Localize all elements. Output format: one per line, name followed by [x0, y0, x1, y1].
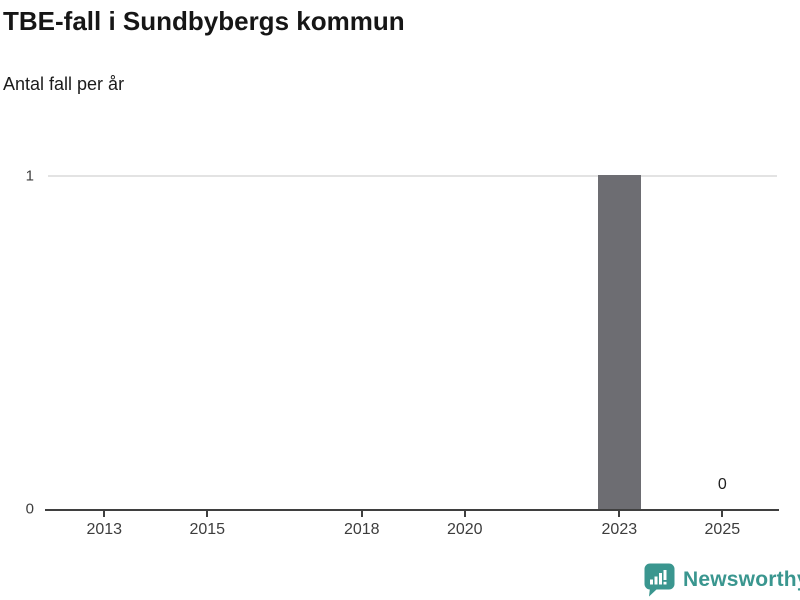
x-axis-tick-label-2020: 2020	[446, 521, 483, 538]
bar-2023	[597, 175, 641, 509]
x-axis-tick-label-2015: 2015	[189, 521, 226, 538]
x-axis-tick-2025	[721, 511, 724, 517]
chart-subtitle: Antal fall per år	[3, 74, 125, 94]
gridline-y1	[48, 175, 777, 177]
x-axis-tick-2023	[618, 511, 621, 517]
x-axis-tick-label-2023: 2023	[601, 521, 638, 538]
newsworthy-logo-icon	[644, 563, 675, 597]
x-axis-tick-label-2013: 2013	[86, 521, 123, 538]
newsworthy-brand-text: Newsworthy	[683, 567, 800, 591]
newsworthy-brand: Newsworthy	[643, 562, 800, 597]
x-axis-tick-label-2025: 2025	[704, 521, 741, 538]
y-axis-tick-label: 1	[25, 167, 34, 185]
x-axis-tick-label-2018: 2018	[343, 521, 380, 538]
x-axis-tick-2018	[360, 511, 363, 517]
data-label-2025: 0	[717, 476, 727, 493]
chart-title: TBE-fall i Sundbybergs kommun	[3, 6, 405, 36]
y-axis-tick-label: 0	[25, 500, 34, 518]
x-axis-line	[45, 509, 779, 511]
x-axis-tick-2013	[103, 511, 106, 517]
x-axis-tick-2015	[206, 511, 209, 517]
x-axis-tick-2020	[463, 511, 466, 517]
